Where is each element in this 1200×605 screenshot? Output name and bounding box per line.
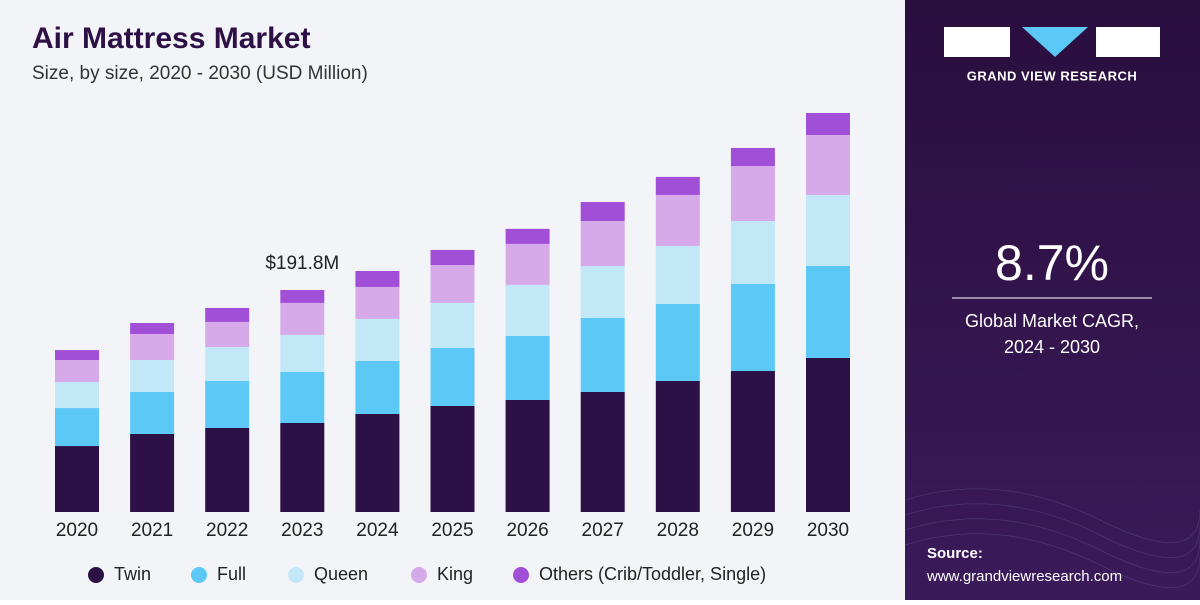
bar-segment — [655, 176, 700, 195]
bar-segment — [430, 249, 475, 265]
bar-segment — [355, 360, 400, 414]
bar-segment — [205, 346, 250, 381]
legend-label: Others (Crib/Toddler, Single) — [539, 564, 766, 584]
legend-label: Queen — [314, 564, 368, 584]
bar-segment — [505, 399, 550, 512]
bar-segment — [806, 194, 850, 266]
legend-label: King — [437, 564, 473, 584]
bar-segment — [280, 302, 325, 335]
bar-segment — [806, 134, 850, 195]
legend-marker — [288, 567, 304, 583]
x-tick-label: 2029 — [732, 520, 774, 541]
logo-triangle — [1022, 27, 1088, 57]
legend-marker — [88, 567, 104, 583]
bar-segment — [55, 408, 99, 447]
bar-segment — [355, 286, 400, 319]
bar-segment — [655, 380, 700, 512]
bar-segment — [580, 202, 625, 221]
chart-subtitle: Size, by size, 2020 - 2030 (USD Million) — [32, 63, 368, 84]
bar-segment — [55, 382, 99, 409]
x-tick-label: 2026 — [506, 520, 548, 541]
bar-segment — [580, 266, 625, 318]
cagr-value: 8.7% — [995, 235, 1109, 291]
bar-segment — [130, 433, 175, 512]
bar-segment — [205, 427, 250, 512]
bar-segment — [806, 113, 850, 135]
side-panel — [905, 0, 1200, 600]
x-tick-label: 2020 — [56, 520, 98, 541]
bar-segment — [430, 405, 475, 512]
x-tick-label: 2027 — [582, 520, 624, 541]
bar-segment — [130, 360, 175, 392]
bar-segment — [730, 166, 775, 221]
bar-segment — [730, 220, 775, 284]
bar-segment — [55, 446, 99, 512]
source-label: Source: — [927, 545, 983, 562]
bar-segment — [505, 243, 550, 285]
bar-segment — [430, 302, 475, 348]
chart-title: Air Mattress Market — [32, 22, 310, 55]
bar-segment — [130, 391, 175, 434]
source-url: www.grandviewresearch.com — [926, 568, 1122, 585]
brand: GRAND VIEW RESEARCH — [967, 68, 1138, 83]
bar-segment — [355, 318, 400, 361]
bar-segment — [280, 371, 325, 423]
bar-segment — [806, 265, 850, 358]
bar-segment — [580, 220, 625, 267]
bar-segment — [580, 391, 625, 512]
bar-segment — [130, 322, 175, 334]
x-tick-label: 2024 — [356, 520, 399, 541]
bar-segment — [205, 380, 250, 428]
bar-segment — [355, 271, 400, 287]
logo-block — [1096, 27, 1160, 57]
bar-segment — [280, 334, 325, 372]
bar-segment — [505, 228, 550, 244]
logo — [944, 27, 1160, 57]
bar-segment — [355, 413, 400, 512]
bar-segment — [505, 284, 550, 336]
bar-segment — [730, 371, 775, 512]
wave-decoration — [904, 488, 1200, 589]
bar-segment — [655, 246, 700, 304]
x-tick-label: 2021 — [131, 520, 173, 541]
legend-marker — [513, 567, 529, 583]
bar-segment — [655, 194, 700, 246]
bar-segment — [55, 360, 99, 383]
legend-marker — [411, 567, 427, 583]
bar-segment — [55, 350, 99, 361]
annotation: $191.8M — [265, 253, 339, 274]
legend-label: Full — [217, 564, 246, 584]
bar-segment — [205, 321, 250, 347]
bar-segment — [430, 347, 475, 406]
bar-segment — [806, 357, 850, 512]
x-tick-label: 2028 — [657, 520, 699, 541]
x-tick-label: 2022 — [206, 520, 248, 541]
bar-segment — [655, 303, 700, 381]
x-tick-label: 2030 — [807, 520, 849, 541]
bar-segment — [280, 422, 325, 512]
cagr-label: Global Market CAGR, — [965, 311, 1139, 331]
legend-label: Twin — [114, 564, 151, 584]
bar-segment — [730, 283, 775, 372]
bar-segment — [130, 333, 175, 361]
cagr-label: 2024 - 2030 — [1004, 337, 1100, 357]
bar-segment — [280, 289, 325, 303]
bar-segment — [430, 264, 475, 303]
legend-marker — [191, 567, 207, 583]
bar-segment — [205, 307, 250, 322]
bar-segment — [580, 317, 625, 392]
bar-segment — [730, 147, 775, 167]
logo-block — [944, 27, 1010, 57]
x-tick-label: 2023 — [281, 520, 323, 541]
x-tick-label: 2025 — [431, 520, 473, 541]
bar-segment — [505, 335, 550, 400]
